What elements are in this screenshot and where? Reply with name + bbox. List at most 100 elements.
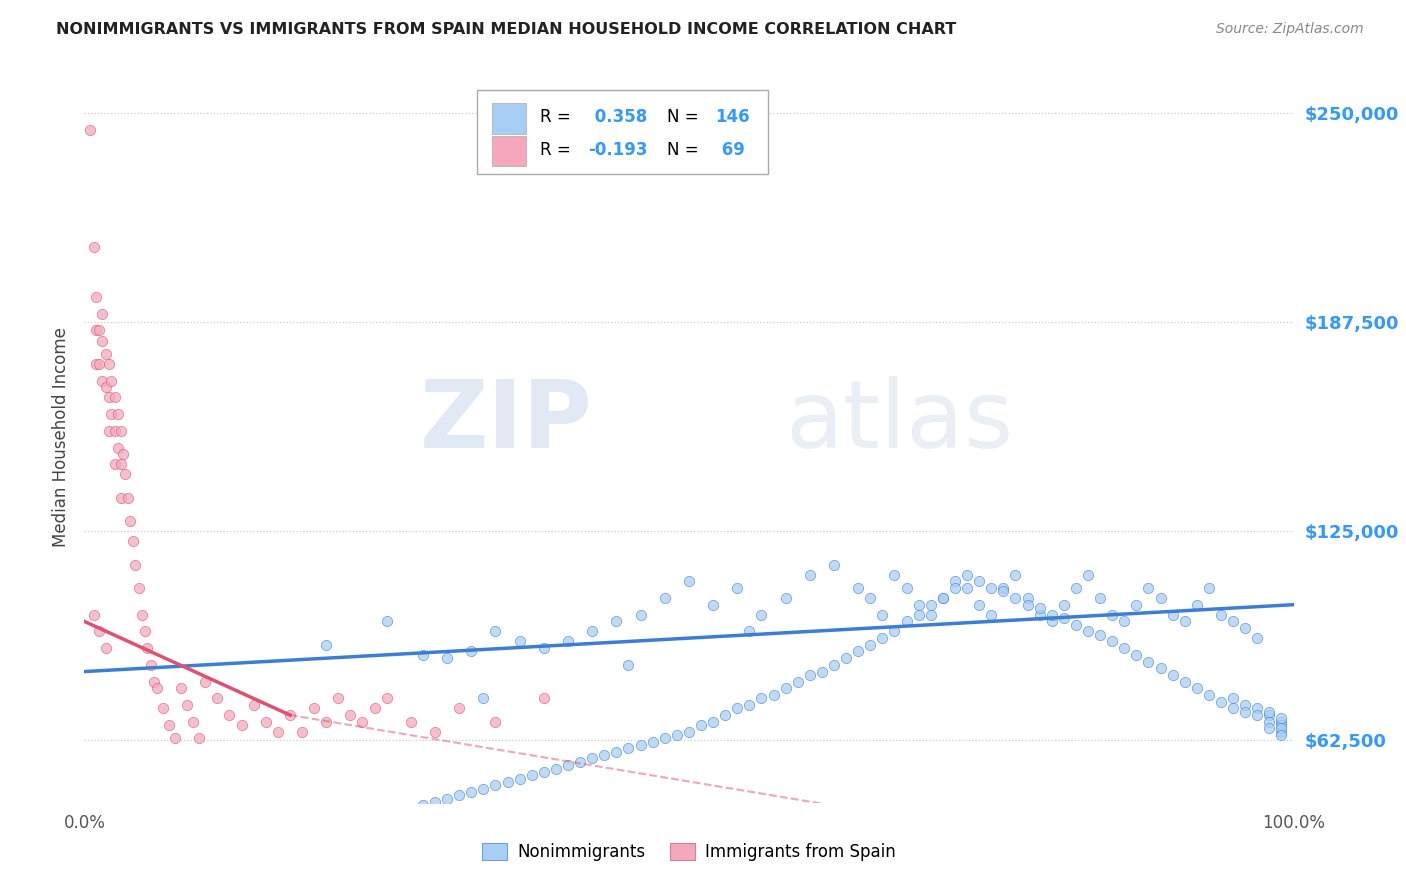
Point	[907, 607, 929, 622]
Point	[702, 598, 724, 612]
Point	[339, 818, 361, 832]
Point	[107, 441, 129, 455]
Point	[1185, 598, 1208, 612]
Point	[94, 380, 117, 394]
Point	[678, 574, 700, 589]
Point	[176, 698, 198, 712]
Point	[472, 691, 495, 706]
Point	[375, 615, 398, 629]
Point	[859, 638, 882, 652]
Point	[1270, 724, 1292, 739]
Point	[823, 657, 845, 672]
Point	[1064, 617, 1087, 632]
Point	[484, 624, 506, 639]
Point	[94, 641, 117, 656]
Point	[690, 718, 713, 732]
Point	[112, 447, 135, 461]
Point	[79, 123, 101, 137]
Point	[1040, 607, 1063, 622]
Point	[943, 581, 966, 595]
Point	[1209, 695, 1232, 709]
Point	[1161, 607, 1184, 622]
Point	[1040, 615, 1063, 629]
Point	[94, 347, 117, 361]
Point	[557, 758, 579, 772]
Point	[254, 714, 277, 729]
Point	[593, 748, 616, 763]
Point	[86, 357, 108, 371]
Point	[1246, 708, 1268, 723]
Point	[1234, 621, 1257, 635]
Point	[412, 798, 434, 813]
Point	[218, 708, 240, 723]
Point	[569, 755, 592, 769]
Point	[883, 567, 905, 582]
Y-axis label: Median Household Income: Median Household Income	[52, 327, 70, 547]
Text: atlas: atlas	[786, 376, 1014, 468]
Point	[775, 591, 797, 605]
Point	[1137, 581, 1160, 595]
FancyBboxPatch shape	[492, 103, 526, 134]
Point	[846, 644, 869, 658]
Point	[1222, 691, 1244, 706]
Point	[751, 691, 773, 706]
Point	[907, 598, 929, 612]
Point	[1258, 705, 1281, 719]
Point	[194, 674, 217, 689]
Point	[152, 701, 174, 715]
Point	[87, 624, 110, 639]
Point	[114, 467, 136, 482]
Point	[399, 802, 422, 816]
Point	[110, 457, 132, 471]
Point	[1270, 722, 1292, 736]
Text: N =: N =	[668, 109, 704, 127]
Legend: Nonimmigrants, Immigrants from Spain: Nonimmigrants, Immigrants from Spain	[475, 836, 903, 868]
Point	[1028, 607, 1050, 622]
Point	[872, 631, 894, 645]
Point	[1174, 615, 1197, 629]
Point	[1088, 591, 1111, 605]
Point	[83, 240, 105, 254]
Point	[1270, 714, 1292, 729]
Point	[436, 651, 458, 665]
Point	[823, 558, 845, 572]
Point	[630, 738, 652, 752]
Point	[165, 731, 187, 746]
Point	[83, 607, 105, 622]
Point	[762, 688, 785, 702]
Point	[725, 581, 748, 595]
Point	[1161, 668, 1184, 682]
Point	[1258, 708, 1281, 723]
Point	[811, 665, 834, 679]
Point	[1270, 728, 1292, 742]
Point	[136, 641, 159, 656]
Point	[104, 424, 127, 438]
Point	[97, 424, 120, 438]
Point	[412, 648, 434, 662]
Point	[956, 567, 979, 582]
Point	[738, 698, 761, 712]
Point	[859, 591, 882, 605]
Point	[291, 724, 314, 739]
Point	[533, 641, 555, 656]
Point	[509, 634, 531, 648]
Point	[124, 558, 146, 572]
Point	[920, 607, 942, 622]
Point	[107, 407, 129, 421]
Point	[97, 390, 120, 404]
Point	[1064, 581, 1087, 595]
Point	[328, 822, 350, 836]
Point	[104, 390, 127, 404]
Point	[375, 691, 398, 706]
Point	[302, 701, 325, 715]
Point	[121, 534, 143, 549]
Point	[702, 714, 724, 729]
Point	[242, 698, 264, 712]
Point	[315, 825, 337, 839]
Point	[799, 567, 821, 582]
Point	[1017, 598, 1039, 612]
Text: R =: R =	[540, 109, 576, 127]
Point	[1198, 688, 1220, 702]
Point	[352, 714, 374, 729]
Point	[751, 607, 773, 622]
